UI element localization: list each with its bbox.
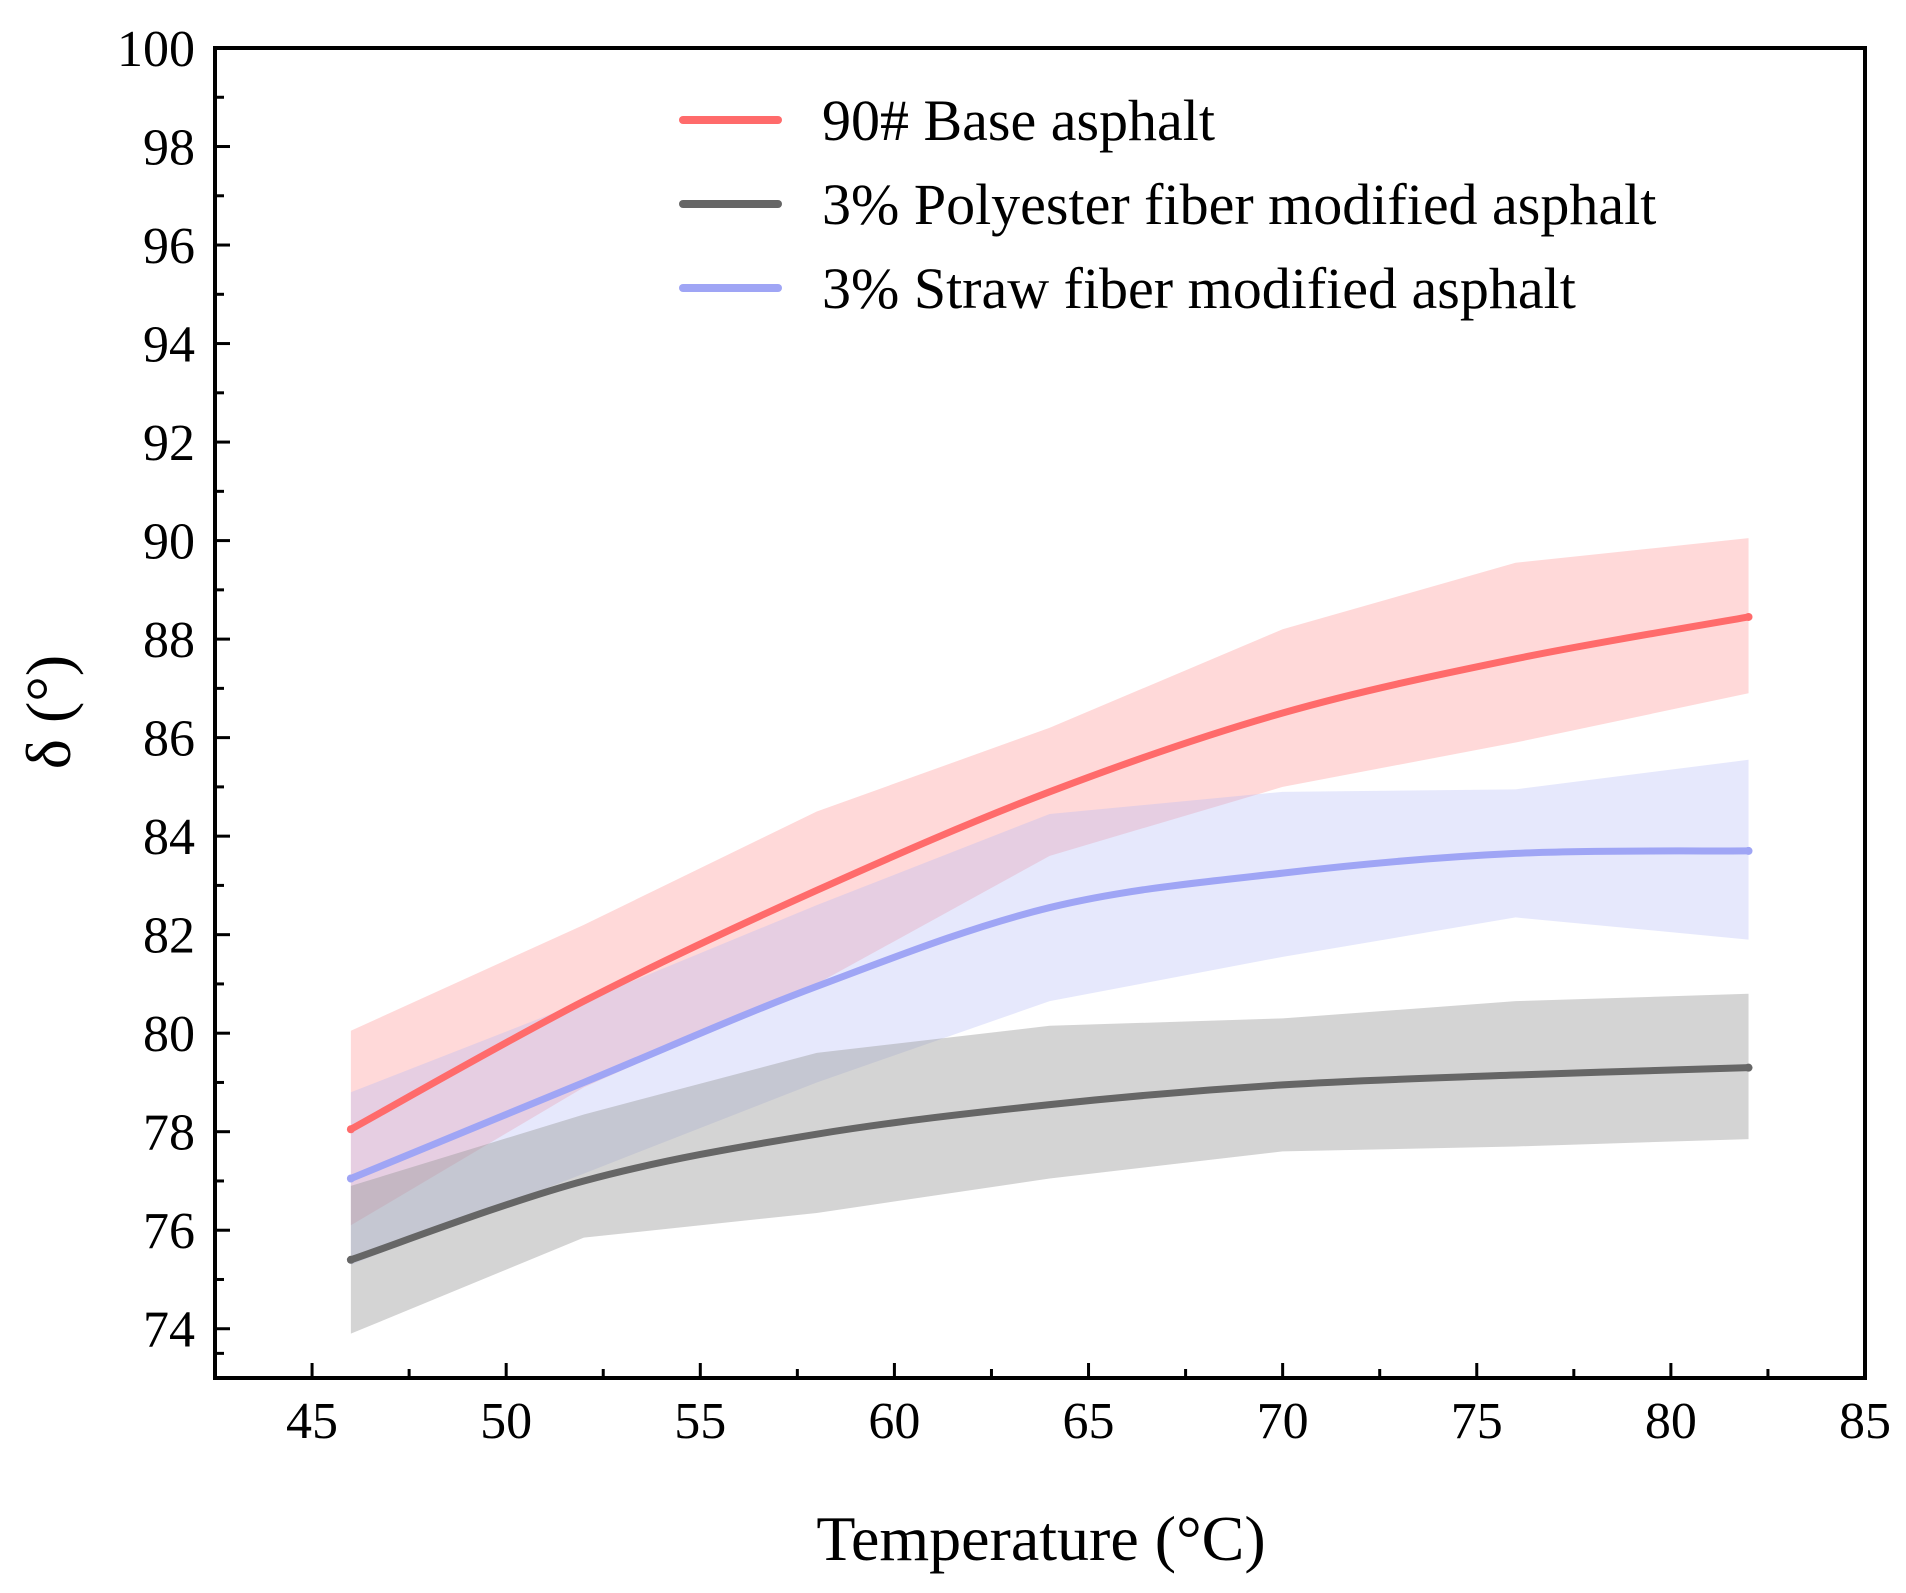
- legend: 90# Base asphalt 3% Polyester fiber modif…: [679, 88, 1656, 321]
- series-1-point: [346, 1125, 355, 1134]
- y-tick-label: 100: [117, 21, 195, 78]
- y-tick-label: 80: [143, 1006, 195, 1063]
- x-tick-label: 55: [674, 1393, 726, 1450]
- series-3-point: [346, 1174, 355, 1183]
- series-3-point: [1744, 846, 1753, 855]
- series-1-legend-label: 90# Base asphalt: [822, 88, 1215, 153]
- y-tick-label: 94: [143, 317, 195, 374]
- y-tick-label: 76: [143, 1203, 195, 1260]
- y-tick-label: 88: [143, 612, 195, 669]
- y-axis-title: δ (°): [13, 655, 84, 769]
- series-2-line: [347, 1064, 1753, 1264]
- x-tick-label: 85: [1839, 1393, 1891, 1450]
- axes: [213, 46, 1867, 1380]
- series-3-line: [347, 847, 1753, 1182]
- y-tick-label: 90: [143, 514, 195, 571]
- y-tick-label: 92: [143, 415, 195, 472]
- series-3-legend-label: 3% Straw fiber modified asphalt: [822, 256, 1576, 321]
- y-tick-label: 96: [143, 218, 195, 275]
- series-3-confidence-band: [350, 759, 1749, 1265]
- x-tick-label: 60: [868, 1393, 920, 1450]
- y-tick-label: 86: [143, 711, 195, 768]
- series-lines: [346, 612, 1753, 1264]
- series-1-confidence-band: [350, 538, 1749, 1226]
- x-tick-label: 65: [1063, 1393, 1115, 1450]
- y-tick-label: 84: [143, 809, 195, 866]
- series-2-point: [346, 1255, 355, 1264]
- x-axis-ticks: 45 50 55 60 65 70 75 80 85: [286, 1363, 1891, 1450]
- series-2-legend-label: 3% Polyester fiber modified asphalt: [822, 172, 1656, 237]
- x-axis-title: Temperature (°C): [816, 1503, 1265, 1574]
- y-tick-label: 74: [143, 1302, 195, 1359]
- series-1-line: [347, 613, 1753, 1133]
- y-tick-label: 82: [143, 908, 195, 965]
- y-axis-ticks: 74 76 78 80 82 84 86 88 90 92 94 96 98 100: [117, 21, 230, 1359]
- x-tick-label: 75: [1451, 1393, 1503, 1450]
- plot-frame: [213, 46, 1867, 1380]
- y-tick-label: 78: [143, 1105, 195, 1162]
- y-tick-label: 98: [143, 120, 195, 177]
- series-2-point: [1744, 1063, 1753, 1072]
- x-tick-label: 45: [286, 1393, 338, 1450]
- x-tick-label: 50: [480, 1393, 532, 1450]
- series-1-point: [1744, 612, 1753, 621]
- x-tick-label: 80: [1645, 1393, 1697, 1450]
- x-tick-label: 70: [1257, 1393, 1309, 1450]
